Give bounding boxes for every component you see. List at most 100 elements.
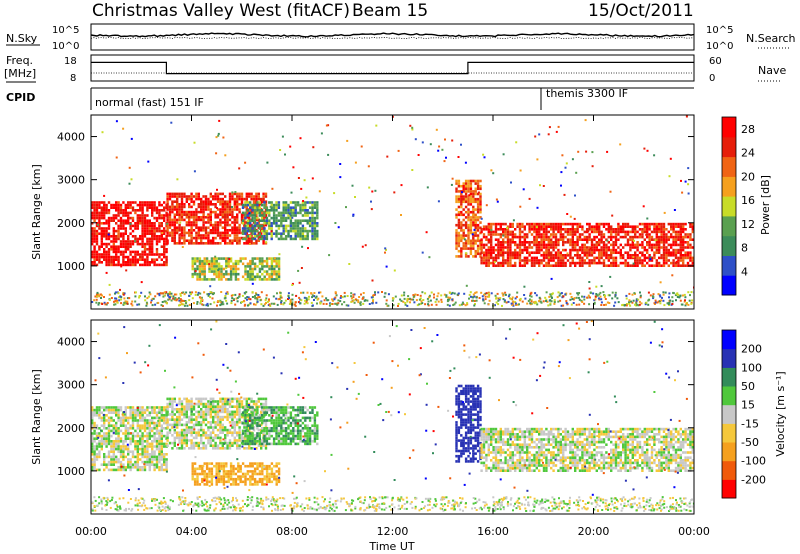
sparse-echo-cell <box>444 138 446 141</box>
ground-scatter-cell <box>577 296 580 299</box>
echo-cell <box>173 413 176 416</box>
echo-cell <box>202 234 205 237</box>
echo-cell <box>504 261 507 265</box>
echo-cell <box>261 259 264 263</box>
echo-cell <box>268 224 271 228</box>
echo-cell <box>139 219 142 222</box>
echo-cell <box>122 209 125 212</box>
ground-scatter-cell <box>101 303 104 305</box>
echo-cell <box>100 255 103 259</box>
ground-scatter-cell <box>333 298 336 301</box>
echo-cell <box>530 251 534 254</box>
ground-scatter-cell <box>608 302 611 304</box>
echo-cell <box>600 256 603 260</box>
echo-cell <box>516 235 519 239</box>
echo-cell <box>198 257 202 260</box>
echo-cell <box>455 195 458 198</box>
ground-scatter-cell <box>366 299 369 302</box>
ground-scatter-cell <box>254 296 257 299</box>
echo-cell <box>112 445 115 448</box>
echo-cell <box>476 249 480 253</box>
echo-cell <box>214 195 217 198</box>
sky-right-tick-top: 10^5 <box>706 25 733 36</box>
echo-cell <box>124 211 127 215</box>
echo-cell <box>612 251 615 254</box>
echo-cell <box>148 445 151 448</box>
ground-scatter-cell <box>170 299 173 302</box>
echo-cell <box>571 256 574 260</box>
echo-cell <box>251 232 254 235</box>
sparse-echo-cell <box>374 189 377 192</box>
echo-cell <box>590 243 594 247</box>
echo-cell <box>134 261 137 264</box>
echo-cell <box>464 179 468 183</box>
echo-cell <box>117 447 120 451</box>
echo-cell <box>226 213 229 216</box>
sparse-echo-cell <box>393 269 396 272</box>
echo-cell <box>509 256 512 260</box>
echo-cell <box>511 230 514 234</box>
echo-cell <box>612 235 615 239</box>
echo-cell <box>494 233 498 236</box>
echo-cell <box>148 227 151 230</box>
echo-cell <box>289 229 293 233</box>
echo-cell <box>674 254 678 257</box>
echo-cell <box>131 258 135 261</box>
echo-cell <box>139 216 142 220</box>
echo-cell <box>662 264 666 267</box>
echo-cell <box>246 222 249 225</box>
echo-cell <box>103 222 106 225</box>
echo-cell <box>280 237 283 241</box>
echo-cell <box>243 205 246 209</box>
echo-cell <box>655 259 658 262</box>
echo-cell <box>146 222 149 225</box>
echo-cell <box>100 209 103 212</box>
sparse-echo-cell <box>662 236 665 239</box>
ground-scatter-cell <box>302 291 305 294</box>
echo-cell <box>509 225 512 228</box>
echo-cell <box>284 227 288 230</box>
echo-cell <box>183 239 186 242</box>
echo-cell <box>662 233 666 236</box>
echo-cell <box>270 206 273 209</box>
sparse-echo-cell <box>680 179 682 182</box>
echo-cell <box>268 219 271 222</box>
echo-cell <box>166 223 169 227</box>
echo-cell <box>136 440 139 443</box>
echo-cell <box>641 241 644 244</box>
echo-cell <box>273 265 276 268</box>
echo-cell <box>467 190 470 193</box>
echo-cell <box>265 206 269 209</box>
echo-cell <box>275 272 278 276</box>
echo-cell <box>494 248 498 252</box>
echo-cell <box>263 201 266 204</box>
ground-scatter-cell <box>511 304 514 306</box>
echo-cell <box>136 258 139 261</box>
echo-cell <box>93 463 96 466</box>
echo-cell <box>163 253 166 256</box>
echo-cell <box>566 238 570 241</box>
echo-cell <box>214 229 217 232</box>
echo-cell <box>316 224 319 228</box>
echo-cell <box>176 402 179 406</box>
echo-cell <box>115 214 118 217</box>
echo-cell <box>634 225 637 228</box>
echo-cell <box>227 259 230 263</box>
echo-cell <box>530 259 534 262</box>
echo-cell <box>119 419 123 422</box>
ground-scatter-cell <box>146 297 149 300</box>
echo-cell <box>571 248 574 252</box>
echo-cell <box>168 197 172 201</box>
echo-cell <box>509 264 512 267</box>
ground-scatter-cell <box>328 304 331 307</box>
echo-cell <box>155 263 159 267</box>
echo-cell <box>155 209 159 212</box>
echo-cell <box>238 203 241 206</box>
echo-cell <box>146 455 149 459</box>
echo-cell <box>112 458 115 461</box>
echo-cell <box>258 257 262 260</box>
echo-cell <box>160 455 163 459</box>
ground-scatter-cell <box>597 297 600 300</box>
echo-cell <box>122 442 125 446</box>
sparse-echo-cell <box>130 178 133 181</box>
